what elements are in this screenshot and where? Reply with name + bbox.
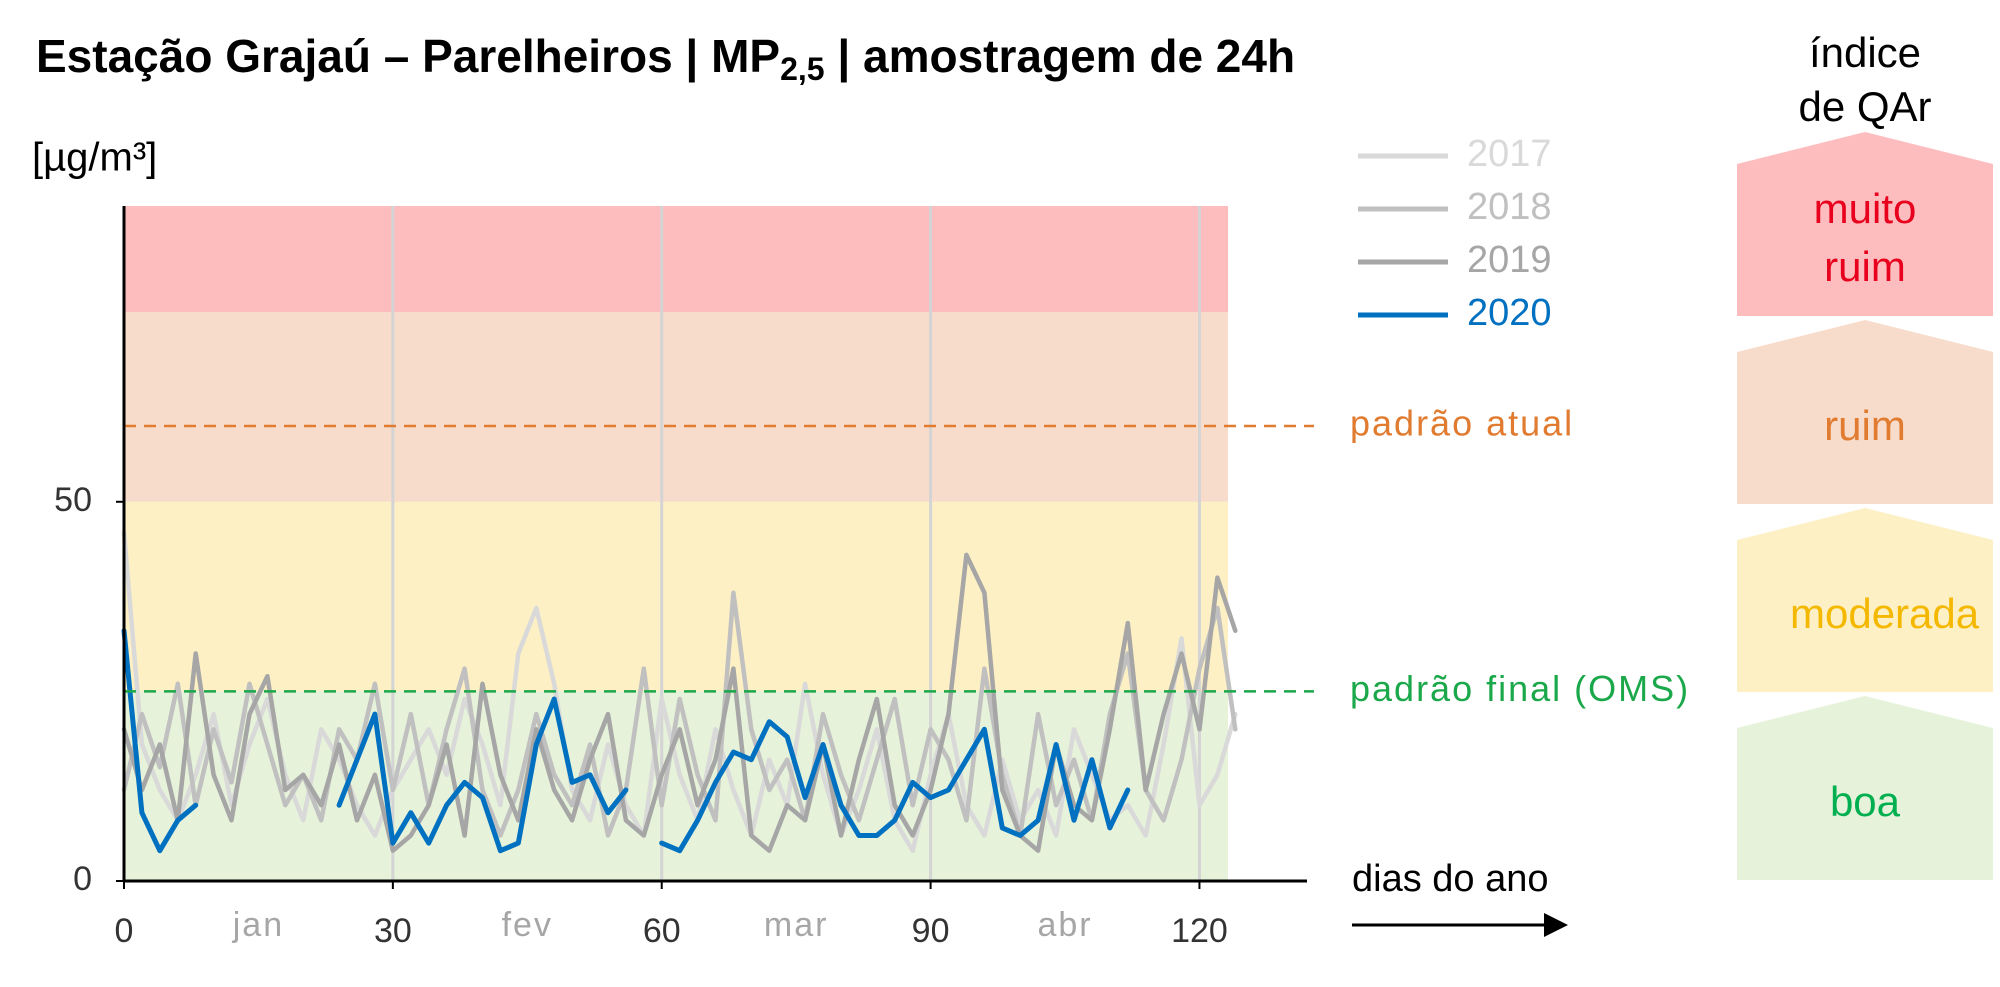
index-shape [1737,132,1993,316]
x-arrow-head [1544,913,1568,937]
y-axis-label: [µg/m³] [32,136,157,180]
plot-area: 0 30 60 90 120 jan fev mar abr 2017 2018 2019 2020 pa… [54,133,1690,950]
index-label: moderada [1737,585,1993,643]
index-shape [1737,508,1993,692]
reference-label: padrão atual [1350,402,1574,443]
index-label-text: ruim [1824,402,1906,449]
y-tick-label: 0 [73,860,92,898]
series-line [121,628,199,854]
series-line [659,719,1131,854]
reference-label: padrão final (OMS) [1350,668,1690,709]
index-label: ruim [1737,397,1993,455]
band [124,206,1228,313]
month-label: fev [502,906,553,944]
chart-title: Estação Grajaú – Parelheiros | MP2,5 | a… [36,30,1295,87]
band [124,312,1228,502]
x-tick-label: 90 [912,912,950,950]
band [124,501,1228,692]
series-line [336,696,629,854]
legend-label: 2017 [1467,133,1552,175]
index-label: boa [1737,773,1993,831]
index-title-text: índice de QAr [1798,29,1932,130]
month-label: abr [1037,906,1092,944]
legend-label: 2019 [1467,239,1552,281]
title-part: Estação Grajaú – Parelheiros | MP [36,30,780,82]
x-axis-label: dias do ano [1352,858,1549,900]
index-label-text: boa [1829,778,1901,825]
legend-label: 2020 [1467,292,1552,334]
month-label: jan [232,906,284,944]
x-tick-label: 30 [374,912,412,950]
index-shape [1737,696,1993,880]
index-label-text: muito ruim [1813,185,1917,290]
index-title: índice de QAr [1737,26,1993,134]
title-part: | amostragem de 24h [825,30,1296,82]
index-label-text: moderada [1790,590,1980,637]
month-label: mar [764,906,829,944]
index-label: muito ruim [1737,180,1993,296]
x-tick-label: 60 [643,912,681,950]
x-tick-label: 0 [115,912,134,950]
y-tick-label: 50 [54,481,92,519]
legend-label: 2018 [1467,186,1552,228]
x-tick-label: 120 [1171,912,1228,950]
index-shape [1737,320,1993,504]
title-subscript: 2,5 [780,51,824,87]
